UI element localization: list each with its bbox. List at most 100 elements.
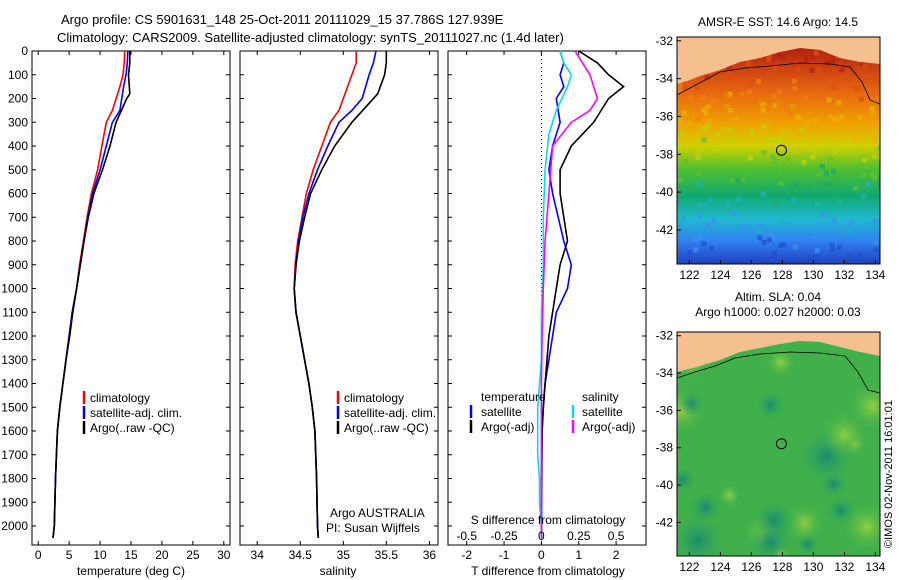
sst-pixel	[792, 103, 798, 109]
sst-pixel	[859, 60, 865, 66]
sst-pixel	[848, 220, 854, 226]
lat-tick-label: -36	[656, 109, 674, 123]
lon-tick-label: 134	[865, 268, 885, 282]
sst-pixel	[772, 65, 778, 71]
sst-pixel	[701, 137, 707, 143]
sst-pixel	[703, 110, 709, 116]
sst-pixel	[707, 118, 713, 124]
sst-pixel	[709, 245, 715, 251]
sst-pixel	[766, 54, 772, 60]
sst-pixel	[757, 227, 763, 233]
lat-tick-label: -42	[656, 515, 674, 529]
sst-pixel	[780, 54, 786, 60]
sst-pixel	[760, 101, 766, 107]
sst-pixel	[781, 242, 787, 248]
sst-pixel	[859, 162, 865, 168]
x-tick-label: 20	[155, 548, 169, 562]
sst-pixel	[824, 60, 830, 66]
sla-contour-line	[677, 351, 880, 394]
sst-pixel	[836, 244, 842, 250]
depth-tick-label: 1000	[1, 282, 28, 296]
sst-pixel	[726, 74, 732, 80]
x-tick-label: 25	[186, 548, 200, 562]
lon-tick-label: 132	[834, 560, 854, 574]
lon-tick-label: 130	[803, 268, 823, 282]
sst-pixel	[712, 190, 718, 195]
sst-pixel	[677, 88, 683, 94]
sst-pixel	[829, 242, 835, 248]
x-tick-label: 2	[613, 548, 620, 562]
sst-pixel	[690, 132, 696, 138]
sst-pixel	[820, 212, 826, 218]
sst-pixel	[794, 114, 800, 120]
sst-pixel	[829, 226, 835, 232]
lon-tick-label: 122	[679, 268, 699, 282]
sst-pixel	[756, 78, 761, 84]
sst-pixel	[820, 259, 826, 264]
sst-pixel	[681, 110, 687, 116]
sst-pixel	[869, 105, 875, 111]
sst-pixel	[726, 64, 732, 70]
depth-tick-label: 400	[8, 139, 28, 153]
sst-pixel	[815, 201, 820, 206]
sst-pixel	[715, 132, 721, 138]
sla-blob	[756, 391, 785, 420]
temperature-panel: 0100200300400500600700800900100011001200…	[1, 44, 231, 578]
x-tick-label: 35	[337, 548, 351, 562]
sst-pixel	[827, 113, 832, 119]
sst-pixel	[766, 122, 772, 128]
sst-pixel	[787, 190, 793, 196]
sst-pixel	[701, 107, 707, 113]
sst-pixel	[723, 105, 729, 111]
depth-tick-label: 1800	[1, 472, 28, 486]
lat-tick-label: -40	[656, 185, 674, 199]
sst-pixel	[830, 246, 835, 252]
temperature-ticks: 0 5 10 15 20 25 30	[35, 51, 231, 562]
sst-pixel	[872, 175, 878, 181]
sst-map-panel: AMSR-E SST: 14.6 Argo: 14.5 122 124 126 128…	[656, 15, 886, 282]
sst-pixel	[778, 242, 784, 248]
sst-pixel	[729, 177, 735, 183]
sst-pixel	[865, 181, 871, 187]
sst-pixel	[792, 244, 798, 250]
x-tick-label: 0	[35, 548, 42, 562]
sla-anomaly-blobs	[677, 340, 880, 556]
sst-pixel	[792, 78, 797, 84]
s-tick-label: 0.25	[567, 529, 591, 543]
sst-pixel	[874, 77, 880, 83]
sst-pixel	[678, 118, 684, 124]
sst-pixel	[788, 112, 794, 117]
sst-pixel	[695, 117, 701, 122]
sst-pixel	[826, 97, 832, 103]
sst-pixel	[863, 75, 869, 81]
sst-pixel	[800, 124, 806, 130]
depth-tick-label: 1100	[2, 305, 28, 319]
sst-pixel	[877, 138, 880, 144]
sst-pixel	[696, 170, 702, 176]
x-tick-label: 30	[217, 548, 231, 562]
sla-map-title: Altim. SLA: 0.04	[735, 290, 821, 304]
sst-pixel	[827, 156, 833, 162]
sst-pixel	[702, 202, 708, 208]
sst-pixel	[809, 67, 815, 73]
sst-pixel	[832, 116, 837, 122]
sst-pixel	[831, 169, 836, 175]
sst-pixel	[724, 92, 730, 98]
sst-pixel	[749, 128, 755, 134]
difference-legend: temperature satellite Argo(-adj) salinit…	[469, 390, 635, 434]
sla-blob	[689, 491, 722, 524]
depth-tick-label: 1600	[1, 424, 28, 438]
legend-s-argo-label: Argo(-adj)	[582, 420, 635, 434]
temperature-lines	[52, 50, 131, 538]
sst-pixel	[773, 201, 779, 207]
depth-tick-label: 2000	[1, 519, 28, 533]
x-tick-label: -1	[499, 548, 510, 562]
lat-tick-label: -40	[656, 478, 674, 492]
header-line-2: Climatology: CARS2009. Satellite-adjuste…	[57, 30, 564, 45]
sla-map-subtitle: Argo h1000: 0.027 h2000: 0.03	[695, 305, 861, 319]
t-difference-label: T difference from climatology	[471, 564, 625, 578]
sst-pixel	[733, 117, 739, 123]
salinity-lines	[293, 50, 388, 538]
depth-tick-label: 100	[8, 68, 28, 82]
sst-pixel	[819, 163, 825, 169]
